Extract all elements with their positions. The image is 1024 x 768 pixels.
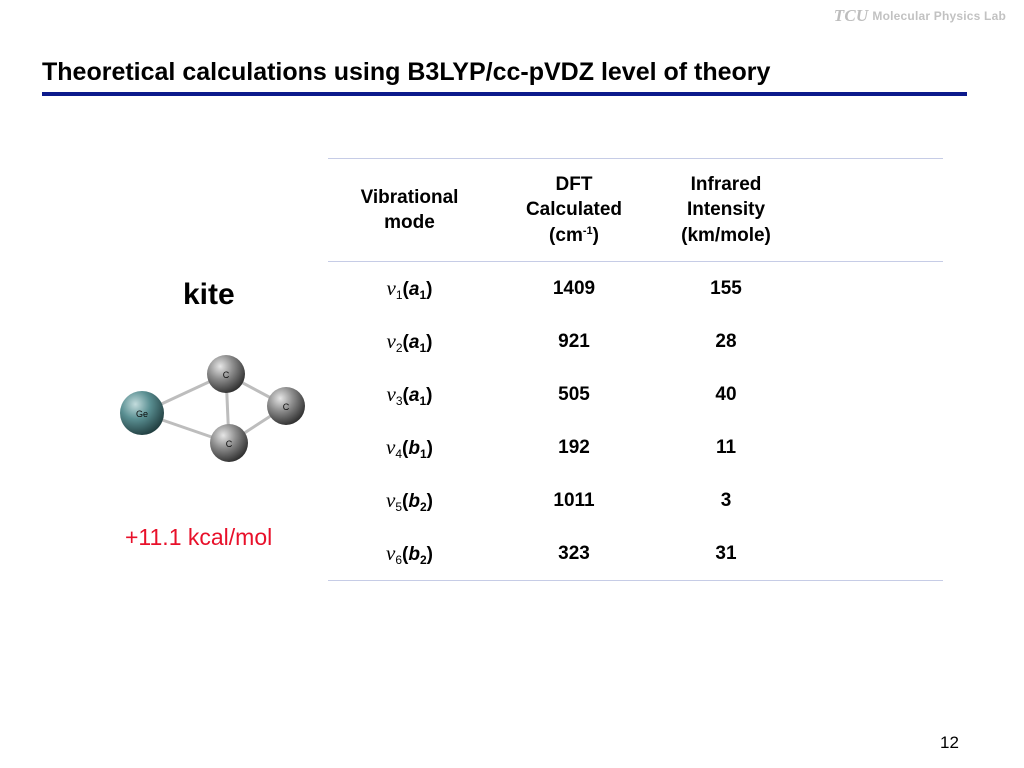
svg-text:C: C	[226, 439, 233, 449]
header-vibrational-mode: Vibrational mode	[328, 158, 491, 262]
slide-title: Theoretical calculations using B3LYP/cc-…	[42, 58, 771, 86]
kite-molecule-structure: Ge C C C	[120, 355, 305, 462]
empty-cell	[795, 368, 943, 421]
ir-value-cell: 31	[657, 527, 795, 581]
page-number: 12	[940, 733, 959, 752]
vibrational-modes-table: Vibrational mode DFT Calculated (cm-1) I…	[328, 158, 943, 581]
dft-value-cell: 1011	[553, 489, 595, 511]
table-row: ν1(a1) 1409 155	[328, 262, 943, 316]
svg-text:C: C	[223, 370, 230, 380]
tcu-logo-icon: TCU	[833, 6, 869, 25]
title-underline	[42, 92, 967, 96]
lab-logo: TCU Molecular Physics Lab	[834, 6, 1006, 26]
table-row: ν6(b2) 323 31	[328, 527, 943, 581]
empty-cell	[795, 315, 943, 368]
table-row: ν5(b2) 1011 3	[328, 474, 943, 527]
empty-cell	[795, 421, 943, 474]
empty-cell	[795, 527, 943, 581]
header-dft-calculated: DFT Calculated (cm-1)	[491, 158, 657, 262]
header-empty-column	[795, 158, 943, 262]
table-row: ν4(b1) 192 11	[328, 421, 943, 474]
ir-value-cell: 3	[720, 489, 732, 511]
ir-value-cell: 40	[715, 383, 737, 405]
ir-value-cell: 28	[715, 330, 737, 352]
table-header-row: Vibrational mode DFT Calculated (cm-1) I…	[328, 158, 943, 262]
molecule-name: kite	[183, 278, 235, 311]
mode-cell: ν2(a1)	[386, 328, 433, 355]
mode-cell: ν3(a1)	[386, 381, 433, 408]
mode-cell: ν1(a1)	[386, 275, 433, 302]
table-row: ν3(a1) 505 40	[328, 368, 943, 421]
svg-text:Ge: Ge	[136, 409, 148, 419]
dft-value-cell: 323	[491, 527, 657, 581]
svg-text:C: C	[283, 402, 290, 412]
dft-value-cell: 1409	[552, 277, 596, 299]
ir-value-cell: 155	[710, 277, 742, 299]
atom-c1: C	[207, 355, 245, 393]
dft-value-cell: 192	[558, 436, 590, 458]
mode-cell: ν6(b2)	[328, 527, 491, 581]
dft-value-cell: 505	[558, 383, 590, 405]
relative-energy: +11.1 kcal/mol	[125, 524, 273, 550]
atom-c3: C	[210, 424, 248, 462]
empty-cell	[795, 474, 943, 527]
ir-value-cell: 11	[715, 436, 737, 458]
empty-cell	[795, 262, 943, 316]
atom-ge: Ge	[120, 391, 164, 435]
table-row: ν2(a1) 921 28	[328, 315, 943, 368]
atom-c2: C	[267, 387, 305, 425]
dft-value-cell: 921	[558, 330, 590, 352]
header-infrared-intensity: Infrared Intensity (km/mole)	[657, 158, 795, 262]
mode-cell: ν4(b1)	[386, 434, 433, 461]
mode-cell: ν5(b2)	[386, 487, 433, 514]
lab-name: Molecular Physics Lab	[872, 9, 1006, 23]
